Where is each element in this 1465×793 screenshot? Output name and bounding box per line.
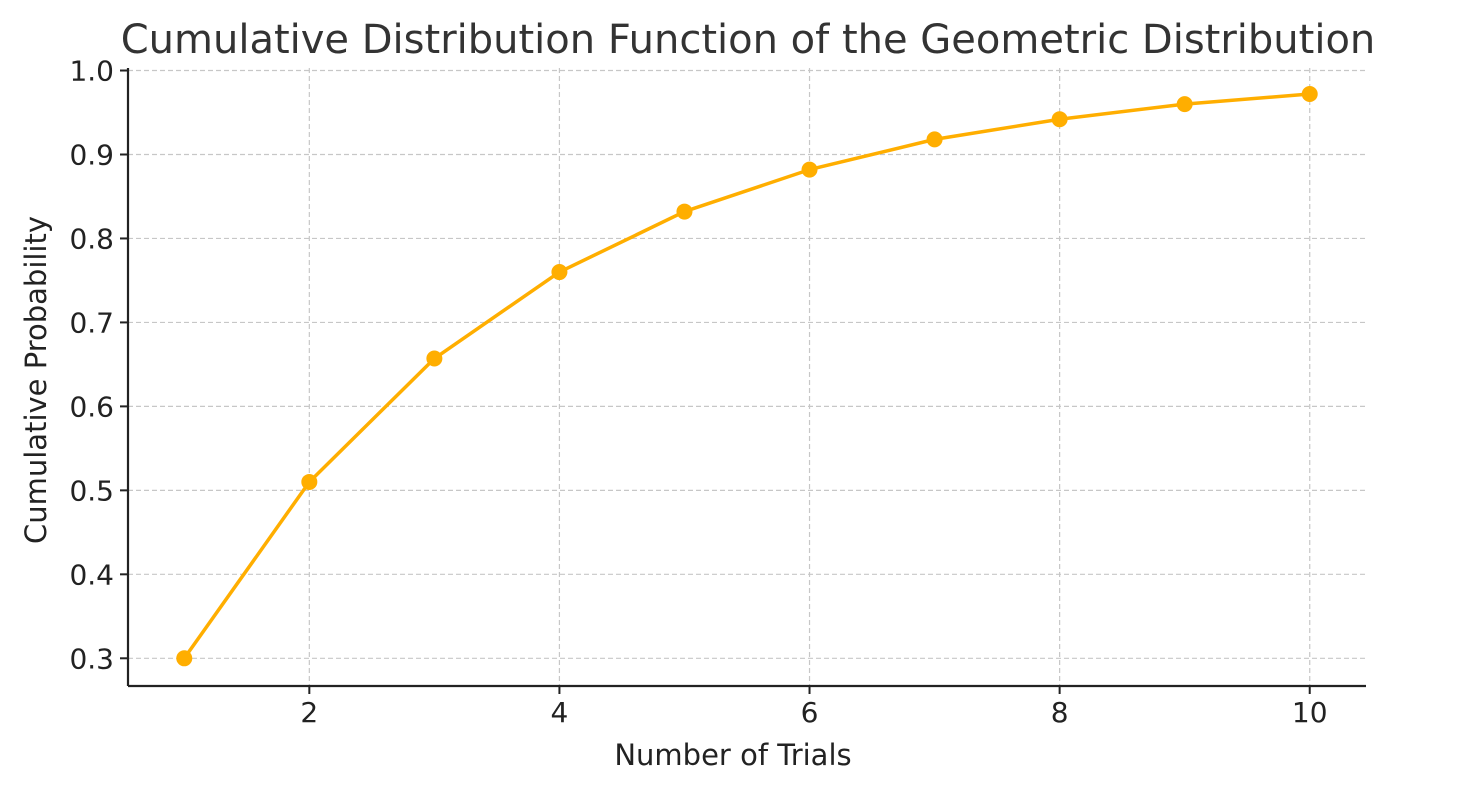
y-tick-label: 0.8 <box>69 222 114 255</box>
data-point <box>176 650 193 667</box>
y-tick-label: 0.6 <box>69 390 114 423</box>
data-point <box>676 203 693 220</box>
x-tick-label: 2 <box>300 696 318 729</box>
data-point <box>426 350 443 367</box>
chart-title: Cumulative Distribution Function of the … <box>121 17 1376 63</box>
y-tick-label: 1.0 <box>69 55 114 88</box>
x-tick-label: 10 <box>1292 696 1328 729</box>
x-tick-label: 6 <box>801 696 819 729</box>
data-point <box>1051 111 1068 128</box>
data-point <box>1176 96 1193 113</box>
data-point <box>551 264 568 281</box>
y-tick-label: 0.9 <box>69 138 114 171</box>
y-tick-label: 0.5 <box>69 474 114 507</box>
data-point <box>301 473 318 490</box>
data-point <box>1301 86 1318 103</box>
axes <box>126 68 1366 688</box>
y-tick-label: 0.7 <box>69 306 114 339</box>
series-line <box>182 92 1312 661</box>
x-axis-label: Number of Trials <box>614 738 851 772</box>
y-tick-label: 0.3 <box>69 642 114 675</box>
grid-lines <box>128 68 1366 686</box>
y-axis-label: Cumulative Probability <box>19 216 53 544</box>
data-point <box>926 131 943 148</box>
data-series <box>176 86 1318 667</box>
ticks: 2 4 6 8 10 0.3 0.4 0.5 0.6 0.7 0.8 0.9 1.0 <box>69 55 1327 729</box>
y-tick-label: 0.4 <box>69 558 114 591</box>
x-tick-label: 4 <box>551 696 569 729</box>
data-point <box>801 161 818 178</box>
x-tick-label: 8 <box>1051 696 1069 729</box>
